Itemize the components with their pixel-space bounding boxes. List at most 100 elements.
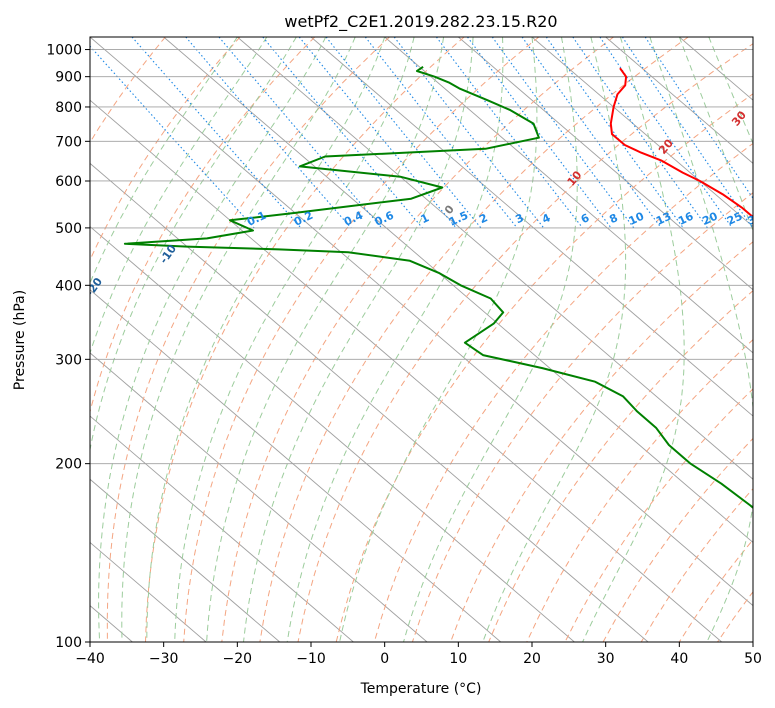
x-tick-label: −10 (296, 651, 326, 667)
isotherm-line (605, 37, 753, 164)
mixing-ratio-label: 20 (700, 209, 720, 227)
y-tick-label: 300 (55, 352, 82, 368)
isotherm-line (237, 37, 753, 480)
x-tick-label: 10 (449, 651, 467, 667)
mixing-ratio-label: 30 (746, 209, 766, 227)
moist-adiabat-lines (90, 37, 753, 642)
x-tick-label: 40 (670, 651, 688, 667)
mixing-ratio-line (325, 37, 482, 229)
x-tick-label: 20 (523, 651, 541, 667)
isotherm-line (310, 37, 753, 417)
dry-adiabat-line (183, 37, 540, 642)
plot-frame (89, 36, 754, 643)
isotherm-line (90, 478, 281, 642)
y-tick-label: 500 (55, 221, 82, 237)
mixing-ratio-line (621, 37, 753, 229)
dry-adiabat-lines (90, 37, 753, 642)
temperature-profile (609, 67, 753, 219)
mixing-ratio-line (545, 37, 684, 229)
mixing-ratio-label: 25 (725, 210, 744, 228)
moist-adiabat-line (174, 37, 415, 642)
mixing-ratio-line (467, 37, 612, 229)
mixing-ratio-line (491, 37, 635, 229)
isotherm-line (531, 37, 753, 228)
dry-adiabat-line (335, 93, 753, 642)
moist-adiabat-line (403, 37, 578, 642)
moist-adiabat-line (90, 37, 297, 453)
isotherm-line (90, 289, 502, 642)
isotherm-line (90, 415, 354, 642)
chart-title: wetPf2_C2E1.2019.282.23.15.R20 (284, 12, 557, 32)
moist-adiabat-line (206, 37, 445, 642)
mixing-ratio-line (572, 37, 708, 229)
moist-adiabat-line (649, 37, 753, 642)
dry-adiabat-line (259, 37, 689, 642)
mixing-ratio-line (521, 37, 662, 229)
mixing-ratio-line (131, 37, 302, 229)
dry-adiabat-line (373, 142, 753, 642)
dry-adiabat-line (488, 290, 753, 642)
isotherm-lines (90, 37, 753, 642)
isotherm-line (384, 37, 753, 354)
x-axis-title: Temperature (°C) (360, 681, 482, 697)
plot-area: 0.10.20.40.611.52346810131620253036-100-… (90, 37, 766, 642)
dry-adiabat-line (526, 339, 753, 642)
y-tick-label: 600 (55, 174, 82, 190)
mixing-ratio-line (90, 45, 255, 229)
dry-adiabat-line (106, 37, 390, 642)
dry-adiabat-line (90, 37, 316, 414)
moist-adiabat-line (90, 37, 238, 285)
sounding-series (123, 65, 753, 510)
dry-adiabat-line (411, 192, 753, 642)
y-axis-title: Pressure (hPa) (12, 290, 28, 390)
moist-adiabat-line (339, 37, 538, 642)
y-tick-label: 800 (55, 100, 82, 116)
x-tick-label: 30 (597, 651, 615, 667)
dewpoint-profile (123, 65, 753, 510)
moist-adiabat-line (286, 37, 504, 642)
x-tick-label: −30 (149, 651, 179, 667)
mixing-ratio-line (364, 37, 518, 229)
mixing-ratio-line (435, 37, 584, 229)
dry-adiabat-line (90, 37, 166, 144)
mixing-ratio-lines (90, 37, 753, 229)
pressure-gridlines (90, 49, 753, 642)
y-tick-label: 900 (55, 70, 82, 86)
isotherm-line (163, 37, 753, 544)
moist-adiabat-line (146, 37, 386, 642)
x-axis: −40 −30 −20 −10 0 10 20 30 40 50 (75, 642, 762, 667)
moist-adiabat-line (708, 37, 753, 145)
isotherm-line (458, 37, 753, 291)
moist-adiabat-line (243, 37, 474, 642)
dry-adiabat-line (297, 43, 753, 642)
y-tick-label: 200 (55, 457, 82, 473)
mixing-ratio-label: 16 (676, 209, 696, 227)
isotherm-line (90, 37, 753, 607)
y-axis: 100 200 300 400 500 600 700 800 900 1000 (46, 43, 90, 651)
x-tick-label: −20 (223, 651, 253, 667)
y-tick-label: 1000 (46, 43, 82, 59)
y-tick-label: 100 (55, 635, 82, 651)
moist-adiabat-line (121, 37, 356, 642)
moist-adiabat-line (582, 37, 685, 642)
x-tick-label: −40 (75, 651, 105, 667)
dry-adiabat-line (90, 37, 241, 262)
mixing-ratio-label: 10 (627, 209, 647, 227)
moist-adiabat-line (90, 37, 268, 355)
mixing-ratio-line (644, 37, 753, 200)
isotherm-line (90, 352, 428, 642)
isotherm-line (90, 162, 649, 642)
x-tick-label: 0 (380, 651, 389, 667)
mixing-ratio-line (298, 37, 457, 229)
y-tick-label: 400 (55, 278, 82, 294)
dry-adiabat-line (564, 388, 753, 642)
mixing-ratio-label: 13 (654, 210, 673, 228)
x-tick-label: 50 (744, 651, 762, 667)
moist-adiabat-line (98, 37, 327, 642)
isotherm-line (90, 99, 723, 642)
dry-adiabat-line (145, 37, 465, 642)
mixing-ratio-line (262, 37, 423, 229)
dry-adiabat-line (450, 241, 753, 642)
